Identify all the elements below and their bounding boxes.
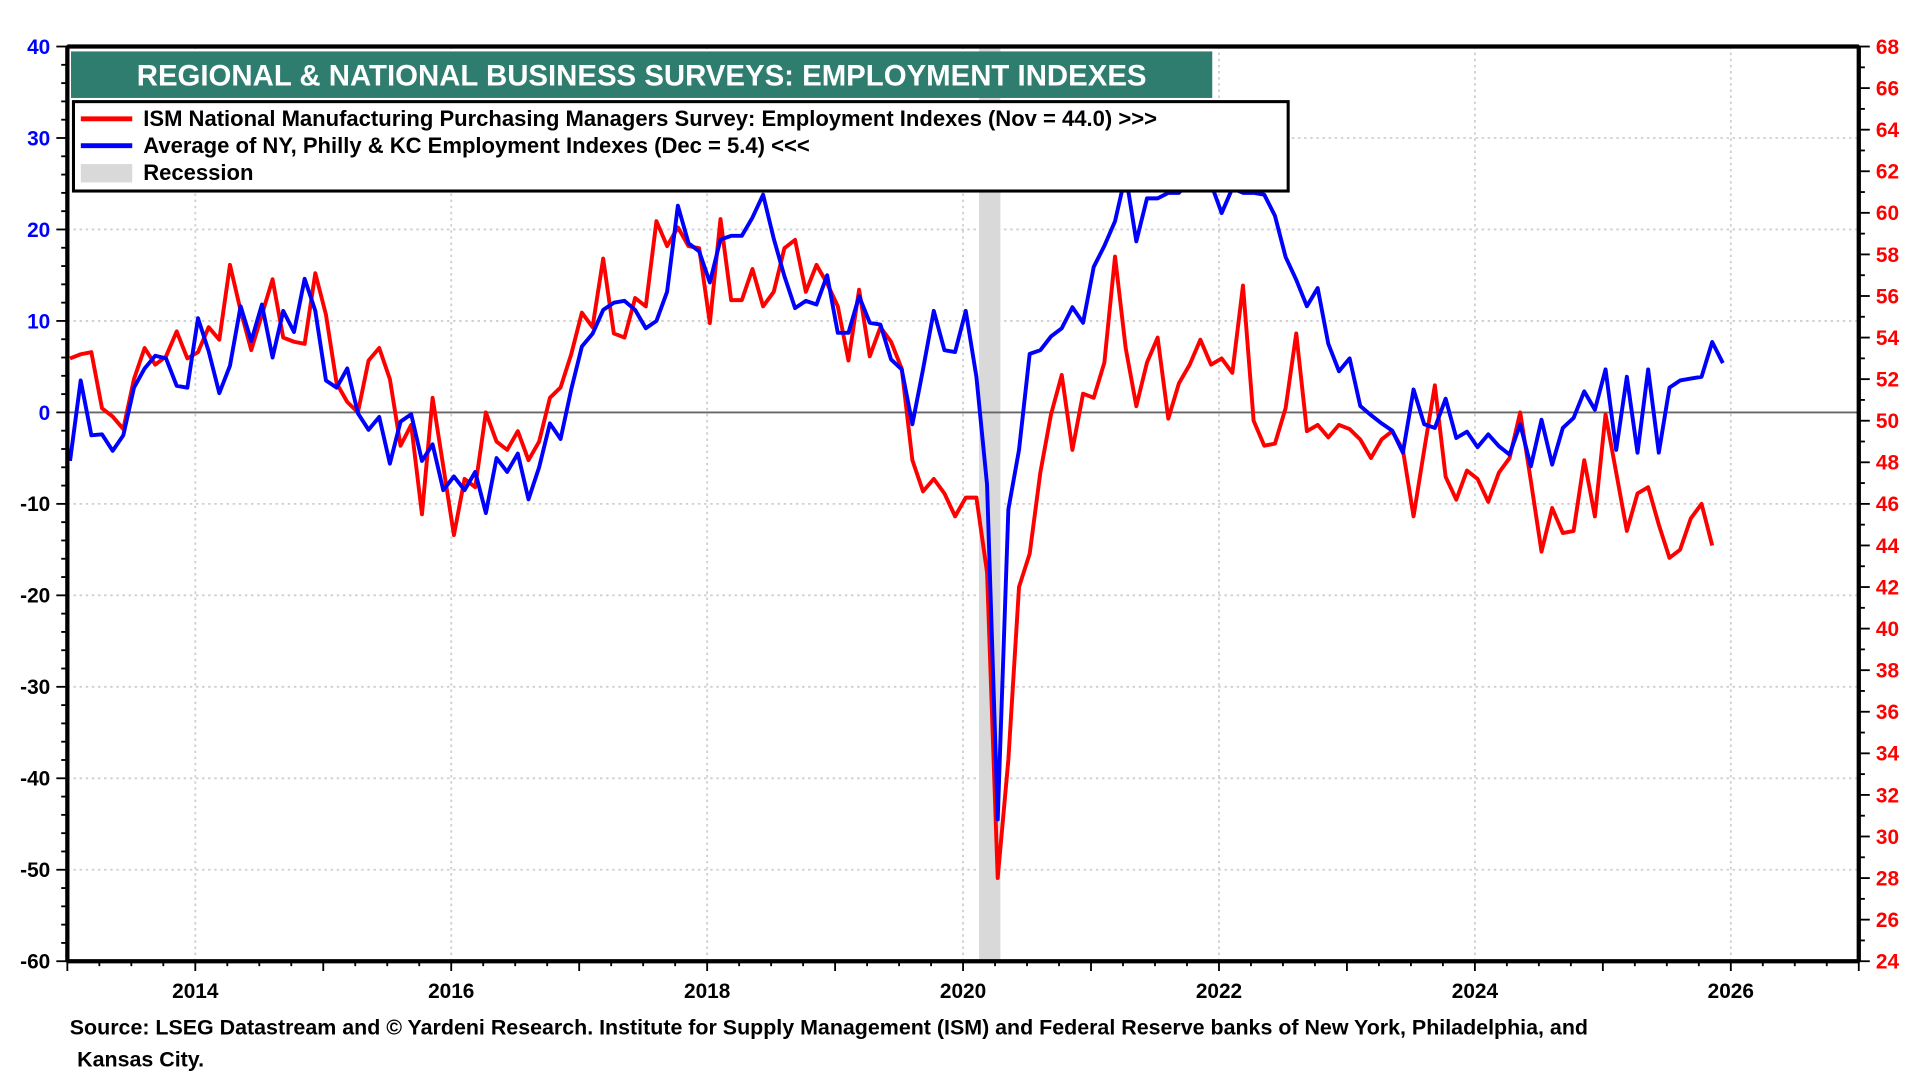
- right-tick-label: 28: [1876, 867, 1899, 890]
- right-tick-label: 46: [1876, 493, 1899, 516]
- left-tick-label: -30: [20, 676, 50, 699]
- x-tick-label: 2024: [1452, 980, 1499, 1003]
- left-tick-label: -40: [20, 768, 50, 791]
- x-tick-label: 2018: [684, 980, 730, 1003]
- right-tick-label: 26: [1876, 909, 1899, 932]
- right-tick-label: 52: [1876, 368, 1899, 391]
- right-tick-label: 40: [1876, 618, 1899, 641]
- left-tick-label: 20: [27, 219, 50, 242]
- right-tick-label: 50: [1876, 410, 1899, 433]
- right-tick-label: 58: [1876, 244, 1899, 267]
- source-note-line2: Kansas City.: [77, 1048, 204, 1072]
- regional-employment-line: [68, 163, 1725, 822]
- right-tick-label: 24: [1876, 951, 1900, 974]
- left-tick-label: -60: [20, 951, 50, 974]
- left-tick-label: 30: [27, 127, 50, 150]
- left-tick-label: -10: [20, 493, 50, 516]
- x-tick-label: 2026: [1708, 980, 1754, 1003]
- right-tick-label: 48: [1876, 452, 1899, 475]
- right-tick-label: 30: [1876, 826, 1899, 849]
- legend-box: [71, 100, 1290, 193]
- series-group: [68, 163, 1725, 881]
- left-tick-label: -50: [20, 859, 50, 882]
- legend-swatch-recession: [80, 164, 133, 183]
- legend-label-ism: ISM National Manufacturing Purchasing Ma…: [143, 106, 1157, 131]
- right-tick-label: 34: [1876, 743, 1900, 766]
- right-tick-label: 54: [1876, 327, 1900, 350]
- left-tick-label: 10: [27, 310, 50, 333]
- source-note: Source: LSEG Datastream and © Yardeni Re…: [70, 1016, 1588, 1040]
- right-tick-label: 60: [1876, 202, 1899, 225]
- right-tick-label: 38: [1876, 660, 1899, 683]
- left-tick-label: -20: [20, 585, 50, 608]
- left-tick-label: 0: [39, 402, 51, 425]
- right-tick-label: 36: [1876, 701, 1899, 724]
- right-tick-label: 44: [1876, 535, 1900, 558]
- legend: ISM National Manufacturing Purchasing Ma…: [71, 100, 1290, 193]
- legend-label-regional: Average of NY, Philly & KC Employment In…: [143, 133, 809, 158]
- x-tick-label: 2022: [1196, 980, 1242, 1003]
- right-tick-label: 68: [1876, 36, 1899, 59]
- right-tick-label: 42: [1876, 576, 1899, 599]
- legend-label-recession: Recession: [143, 160, 253, 185]
- x-tick-label: 2014: [172, 980, 219, 1003]
- right-tick-label: 62: [1876, 161, 1899, 184]
- title-banner: [71, 51, 1213, 98]
- x-tick-label: 2016: [428, 980, 474, 1003]
- chart-title: REGIONAL & NATIONAL BUSINESS SURVEYS: EM…: [137, 60, 1147, 93]
- x-tick-label: 2020: [940, 980, 986, 1003]
- right-tick-label: 56: [1876, 285, 1899, 308]
- axes: 40 30 20 10 0 -10 -20 -30 -40 -50 -60 68 66 64 62 60 58 5…: [20, 36, 1899, 1003]
- right-tick-label: 64: [1876, 119, 1900, 142]
- right-tick-label: 32: [1876, 784, 1899, 807]
- left-tick-label: 40: [27, 36, 50, 59]
- right-tick-label: 66: [1876, 77, 1899, 100]
